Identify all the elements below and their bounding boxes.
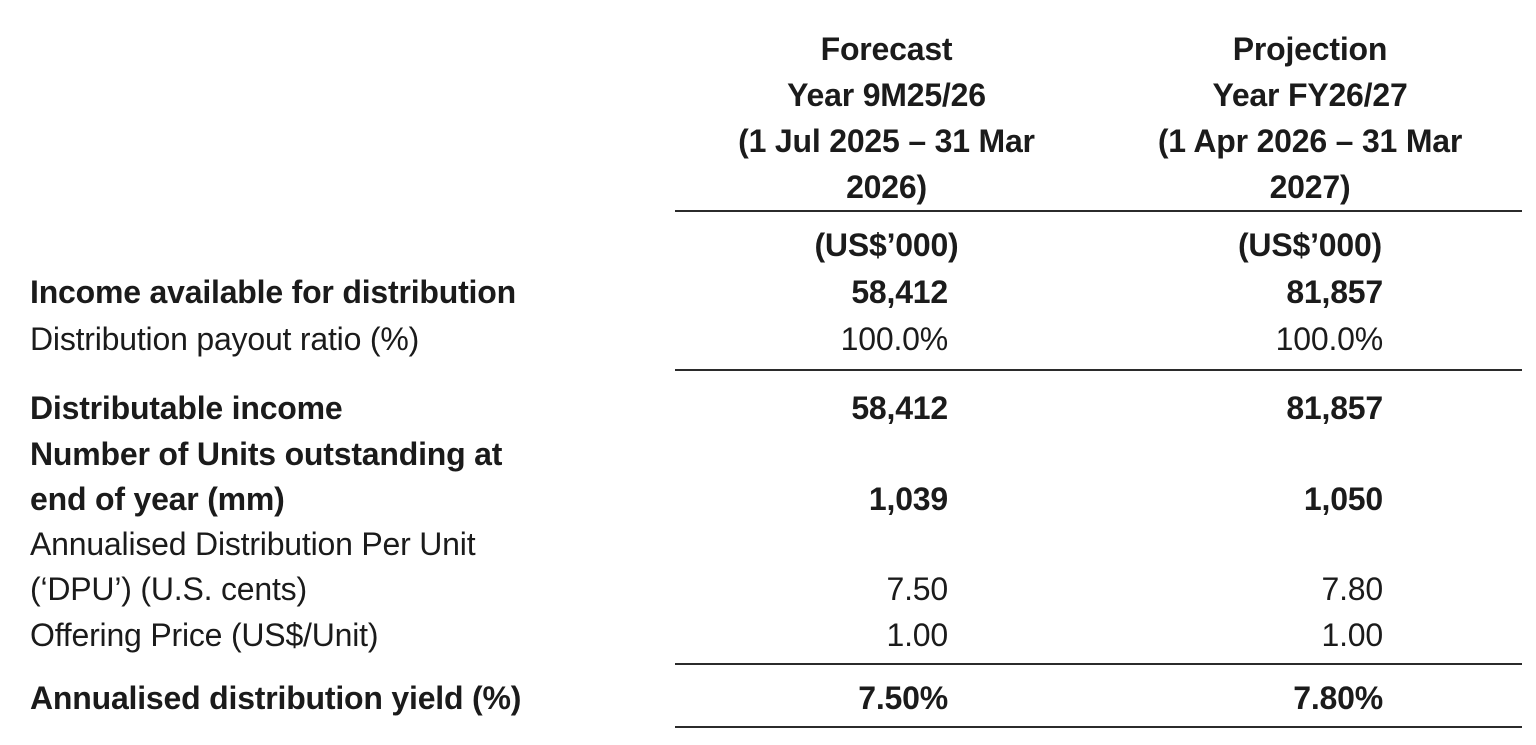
- row-label: Income available for distribution: [30, 274, 516, 310]
- forecast-header-line: (1 Jul 2025 – 31 Mar: [738, 123, 1035, 159]
- projection-value: 81,857: [1286, 390, 1383, 426]
- projection-value: 7.80: [1321, 571, 1384, 607]
- forecast-header-line: Forecast: [820, 31, 953, 67]
- forecast-unit-label: (US$’000): [814, 227, 959, 263]
- column-header-projection: Projection Year FY26/27 (1 Apr 2026 – 31…: [1098, 26, 1522, 210]
- row-label: Distribution payout ratio (%): [30, 321, 420, 357]
- row-label: Distributable income: [30, 390, 343, 426]
- table-header-row: Forecast Year 9M25/26 (1 Jul 2025 – 31 M…: [0, 26, 1522, 210]
- forecast-value: 1.00: [886, 617, 949, 653]
- bottom-rule: [675, 726, 1522, 728]
- forecast-header-line: 2026): [846, 169, 927, 205]
- row-label: Annualised distribution yield (%): [30, 680, 522, 716]
- projection-value: 81,857: [1286, 274, 1383, 310]
- forecast-header-line: Year 9M25/26: [787, 77, 986, 113]
- column-header-forecast: Forecast Year 9M25/26 (1 Jul 2025 – 31 M…: [675, 26, 1098, 210]
- section-divider-rule: [675, 369, 1522, 371]
- row-label-line: (‘DPU’) (U.S. cents): [30, 571, 307, 607]
- projection-unit-label: (US$’000): [1237, 227, 1383, 263]
- row-label-line: Annualised Distribution Per Unit: [30, 526, 476, 562]
- forecast-value: 7.50%: [858, 680, 948, 716]
- forecast-value: 100.0%: [840, 321, 949, 357]
- row-label: Offering Price (US$/Unit): [30, 617, 379, 653]
- header-label-spacer: [0, 26, 675, 210]
- table-row-payout-ratio: Distribution payout ratio (%) 100.0% 100…: [0, 316, 1522, 369]
- projection-value: 1.00: [1321, 617, 1384, 653]
- forecast-value: 1,039: [868, 481, 948, 517]
- row-label: Annualised Distribution Per Unit (‘DPU’)…: [0, 522, 675, 612]
- header-divider-rule: [675, 210, 1522, 212]
- projection-value: 1,050: [1303, 481, 1383, 517]
- table-row-offering-price: Offering Price (US$/Unit) 1.00 1.00: [0, 612, 1522, 663]
- projection-value: 7.80%: [1293, 680, 1383, 716]
- table-row-distributable-income: Distributable income 58,412 81,857: [0, 371, 1522, 432]
- table-row-units: (US$’000) (US$’000): [0, 212, 1522, 269]
- row-label: Number of Units outstanding at end of ye…: [0, 432, 675, 522]
- section-divider-rule: [675, 663, 1522, 665]
- forecast-value: 58,412: [851, 274, 948, 310]
- row-label-line: end of year (mm): [30, 481, 285, 517]
- projection-value: 100.0%: [1275, 321, 1384, 357]
- projection-header-line: 2027): [1269, 169, 1351, 205]
- table-row-annualised-dpu: Annualised Distribution Per Unit (‘DPU’)…: [0, 522, 1522, 612]
- row-label-line: Number of Units outstanding at: [30, 436, 503, 472]
- projection-header-line: Projection: [1232, 31, 1388, 67]
- projection-header-line: (1 Apr 2026 – 31 Mar: [1157, 123, 1463, 159]
- table-row-units-outstanding: Number of Units outstanding at end of ye…: [0, 432, 1522, 522]
- projection-header-line: Year FY26/27: [1212, 77, 1408, 113]
- table-row-income-available: Income available for distribution 58,412…: [0, 269, 1522, 316]
- table-row-distribution-yield: Annualised distribution yield (%) 7.50% …: [0, 665, 1522, 726]
- forecast-value: 7.50: [886, 571, 949, 607]
- forecast-value: 58,412: [851, 390, 948, 426]
- distribution-forecast-table: Forecast Year 9M25/26 (1 Jul 2025 – 31 M…: [0, 26, 1522, 728]
